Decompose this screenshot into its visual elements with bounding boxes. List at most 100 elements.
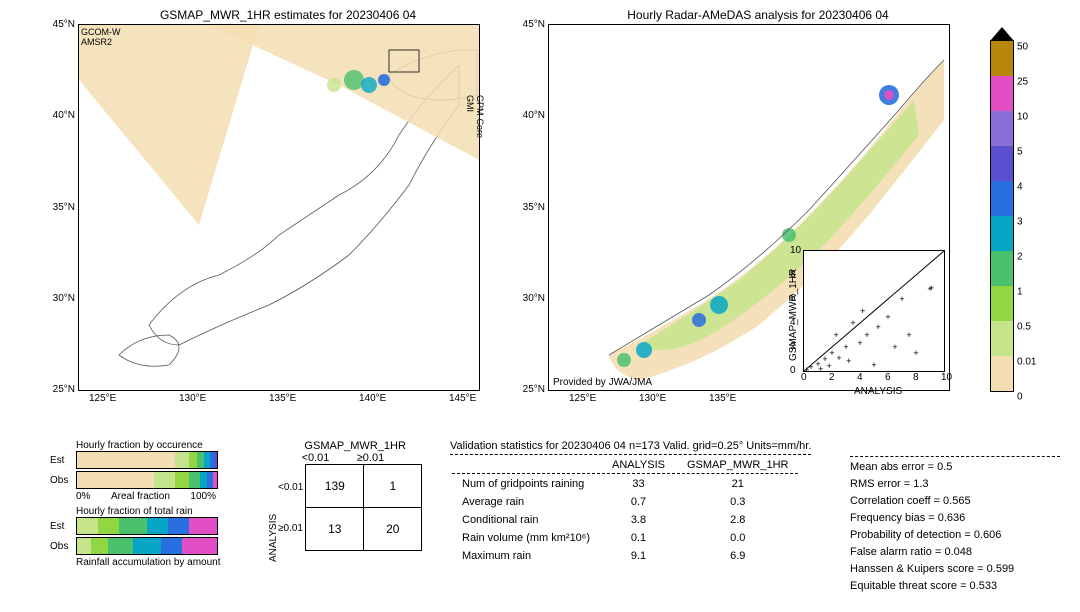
scatter-point: +: [906, 330, 911, 340]
bar-segment: [168, 518, 189, 534]
stat-line: Mean abs error = 0.5: [850, 459, 1060, 476]
colorbar-arrow-icon: [990, 27, 1014, 41]
colorbar-segment: [991, 41, 1013, 76]
colorbar: 00.010.512345102550: [990, 40, 1014, 392]
map-ytick: 25°N: [523, 384, 545, 395]
colorbar-segment: [991, 76, 1013, 111]
colorbar-segment: [991, 356, 1013, 391]
map-ytick: 45°N: [53, 19, 75, 30]
colorbar-tick: 50: [1017, 42, 1028, 53]
map-ytick: 35°N: [53, 202, 75, 213]
map-ytick: 30°N: [523, 293, 545, 304]
scatter-inset: ++++++++++++++++++++++++ 0246810 0246810…: [803, 250, 945, 372]
scatter-point: +: [929, 283, 934, 293]
scatter-point: +: [808, 362, 813, 372]
stats-block: Mean abs error = 0.5RMS error = 1.3Corre…: [850, 456, 1060, 595]
map-ytick: 45°N: [523, 19, 545, 30]
ctable-header: GSMAP_MWR_1HR: [288, 440, 422, 452]
colorbar-segment: [991, 321, 1013, 356]
ctable-col-b: ≥0.01: [343, 452, 398, 464]
colorbar-segment: [991, 286, 1013, 321]
bar-segment: [200, 472, 207, 488]
occurrence-title: Hourly fraction by occurence: [76, 440, 240, 451]
scatter-point: +: [836, 353, 841, 363]
map-xtick: 125°E: [89, 393, 116, 404]
bar-segment: [175, 472, 189, 488]
bar-segment: [182, 538, 217, 554]
validation-table: ANALYSISGSMAP_MWR_1HR Num of gridpoints …: [450, 455, 800, 566]
colorbar-segment: [991, 251, 1013, 286]
right-map-title: Hourly Radar-AMeDAS analysis for 2023040…: [548, 8, 968, 22]
colorbar-tick: 1: [1017, 287, 1023, 298]
ctable-row-a: <0.01: [278, 482, 303, 493]
scatter-xtick: 4: [857, 372, 863, 383]
stat-line: Frequency bias = 0.636: [850, 510, 1060, 527]
map-xtick: 140°E: [359, 393, 386, 404]
colorbar-tick: 5: [1017, 147, 1023, 158]
val-analysis: 0.1: [602, 530, 675, 546]
map-xtick: 130°E: [639, 393, 666, 404]
colorbar-segment: [991, 216, 1013, 251]
sat-label-gpm: GPM-Core GMI: [465, 95, 485, 138]
left-map-title: GSMAP_MWR_1HR estimates for 20230406 04: [78, 8, 498, 22]
colorbar-segment: [991, 181, 1013, 216]
scatter-ytick: 10: [790, 245, 801, 256]
contingency-table: 1391 1320: [305, 464, 422, 551]
bar-segment: [189, 518, 217, 534]
axis-label: Areal fraction: [111, 491, 170, 502]
val-metric: Rain volume (mm km²10⁶): [452, 530, 600, 546]
val-analysis: 33: [602, 476, 675, 492]
colorbar-tick: 25: [1017, 77, 1028, 88]
scatter-point: +: [846, 356, 851, 366]
bar-segment: [77, 452, 175, 468]
bar-segment: [98, 518, 119, 534]
ctable-col-a: <0.01: [288, 452, 343, 464]
scatter-point: +: [864, 330, 869, 340]
bar-segment: [133, 538, 161, 554]
ctable-cell: 20: [364, 508, 422, 551]
val-col1: ANALYSIS: [602, 457, 675, 474]
scatter-point: +: [827, 361, 832, 371]
accumulation-title: Rainfall accumulation by amount: [76, 557, 240, 568]
scatter-point: +: [818, 364, 823, 374]
colorbar-tick: 10: [1017, 112, 1028, 123]
sat-label-gcomw: GCOM-W AMSR2: [81, 27, 121, 47]
scatter-ytick: 0: [790, 365, 796, 376]
colorbar-tick: 4: [1017, 182, 1023, 193]
scatter-point: +: [885, 312, 890, 322]
bar-segment: [77, 472, 154, 488]
val-estimate: 21: [677, 476, 798, 492]
scatter-point: +: [829, 348, 834, 358]
bar-segment: [214, 452, 217, 468]
stat-line: Probability of detection = 0.606: [850, 527, 1060, 544]
bar-segment: [161, 538, 182, 554]
val-analysis: 9.1: [602, 548, 675, 564]
stat-line: Hanssen & Kuipers score = 0.599: [850, 561, 1060, 578]
bar-segment: [77, 538, 91, 554]
val-metric: Num of gridpoints raining: [452, 476, 600, 492]
val-analysis: 3.8: [602, 512, 675, 528]
scatter-point: +: [850, 318, 855, 328]
scatter-xtick: 10: [941, 372, 952, 383]
bar-segment: [91, 538, 108, 554]
map-ytick: 40°N: [523, 110, 545, 121]
bar-segment: [189, 472, 200, 488]
val-analysis: 0.7: [602, 494, 675, 510]
colorbar-tick: 0.5: [1017, 322, 1031, 333]
bar-segment: [189, 452, 197, 468]
colorbar-tick: 3: [1017, 217, 1023, 228]
scatter-xtick: 0: [801, 372, 807, 383]
ctable-cell: 139: [306, 465, 364, 508]
validation-title: Validation statistics for 20230406 04 n=…: [450, 440, 811, 452]
row-label: Obs: [50, 541, 72, 552]
left-map: GCOM-W AMSR2 GPM-Core GMI 25°N30°N35°N40…: [78, 24, 480, 391]
map-xtick: 135°E: [269, 393, 296, 404]
bar-segment: [175, 452, 189, 468]
scatter-point: +: [899, 294, 904, 304]
map-xtick: 145°E: [449, 393, 476, 404]
ctable-cell: 1: [364, 465, 422, 508]
val-estimate: 6.9: [677, 548, 798, 564]
val-metric: Maximum rain: [452, 548, 600, 564]
val-metric: Conditional rain: [452, 512, 600, 528]
map-ytick: 25°N: [53, 384, 75, 395]
